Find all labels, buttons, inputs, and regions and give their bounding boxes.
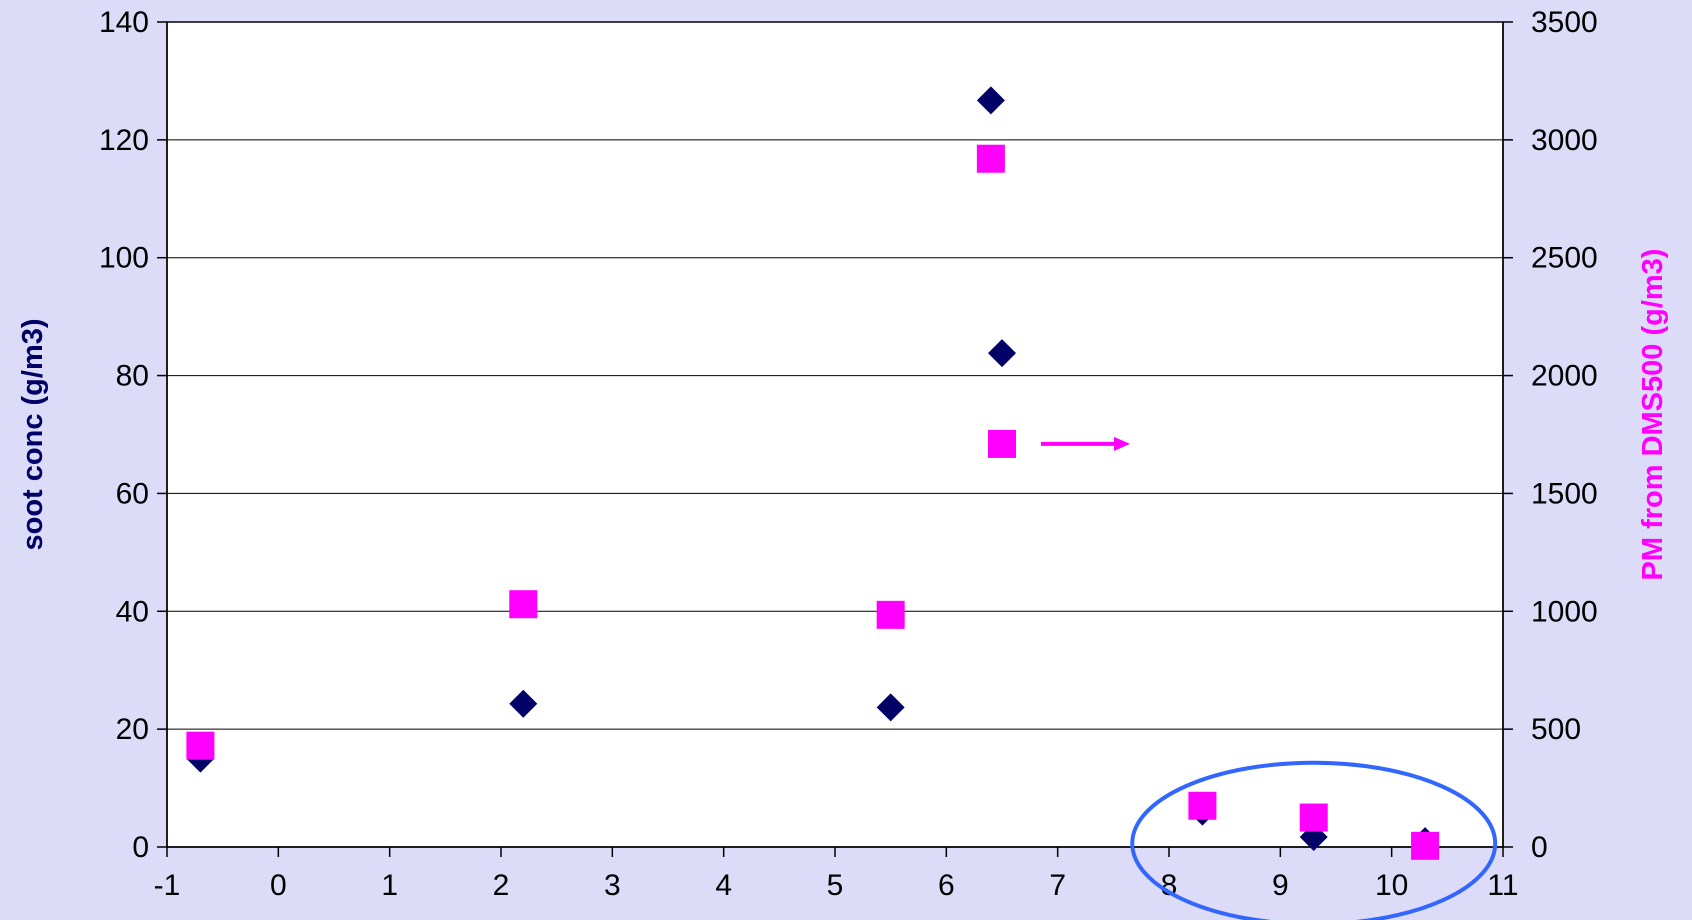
x-tick-label: -1: [154, 869, 181, 902]
data-marks: [186, 86, 1440, 860]
diamond-point: [876, 693, 905, 722]
square-point: [876, 600, 905, 629]
y2-tick-label: 2000: [1531, 360, 1598, 393]
y-tick-label: 140: [99, 6, 149, 39]
annotations: [1040, 436, 1498, 920]
y-tick-label: 20: [116, 713, 149, 746]
diamond-point: [976, 86, 1005, 115]
x-tick-label: 7: [1049, 869, 1066, 902]
x-tick-label: 2: [493, 869, 510, 902]
x-tick-label: 10: [1375, 869, 1408, 902]
x-tick-label: 5: [827, 869, 844, 902]
y-tick-label: 80: [116, 360, 149, 393]
x-tick-label: 6: [938, 869, 955, 902]
y-axis-title: soot conc (g/m3): [17, 318, 49, 550]
square-point: [976, 144, 1005, 173]
square-point: [1188, 791, 1217, 820]
y2-axis-ticks: 0 500 1000 1500 2000 2500 3000 3500: [1503, 6, 1598, 864]
y-tick-label: 0: [132, 831, 149, 864]
y-tick-label: 60: [116, 477, 149, 510]
square-point: [988, 429, 1016, 458]
y2-tick-label: 2500: [1531, 242, 1598, 275]
y2-tick-label: 3500: [1531, 6, 1598, 39]
square-point: [1299, 803, 1328, 832]
x-tick-label: 3: [604, 869, 621, 902]
y-tick-label: 40: [116, 595, 149, 628]
gridlines: [167, 139, 1503, 730]
square-point: [186, 731, 215, 760]
y-axis-ticks: 0 20 40 60 80 100 120 140: [99, 6, 167, 864]
x-tick-label: 9: [1272, 869, 1289, 902]
y2-tick-label: 500: [1531, 713, 1581, 746]
y-tick-label: 120: [99, 124, 149, 157]
y2-axis-title: PM from DMS500 (g/m3): [1637, 249, 1669, 581]
square-point: [1411, 831, 1440, 860]
diamond-point: [988, 339, 1016, 368]
x-tick-label: 0: [270, 869, 287, 902]
arrow-head: [1114, 436, 1131, 451]
square-point: [509, 590, 538, 619]
x-tick-label: 11: [1487, 869, 1518, 902]
x-tick-label: 1: [381, 869, 398, 902]
y2-tick-label: 3000: [1531, 124, 1598, 157]
y2-tick-label: 0: [1531, 831, 1548, 864]
y-tick-label: 100: [99, 242, 149, 275]
x-tick-label: 4: [715, 869, 732, 902]
y2-tick-label: 1500: [1531, 477, 1598, 510]
x-axis-ticks: -1 0 1 2 3 4 5 6 7 8 9 10 11: [154, 847, 1519, 902]
diamond-point: [509, 689, 538, 718]
y2-tick-label: 1000: [1531, 595, 1598, 628]
plot-area: [166, 21, 1504, 848]
highlight-ellipse: [1130, 760, 1498, 920]
